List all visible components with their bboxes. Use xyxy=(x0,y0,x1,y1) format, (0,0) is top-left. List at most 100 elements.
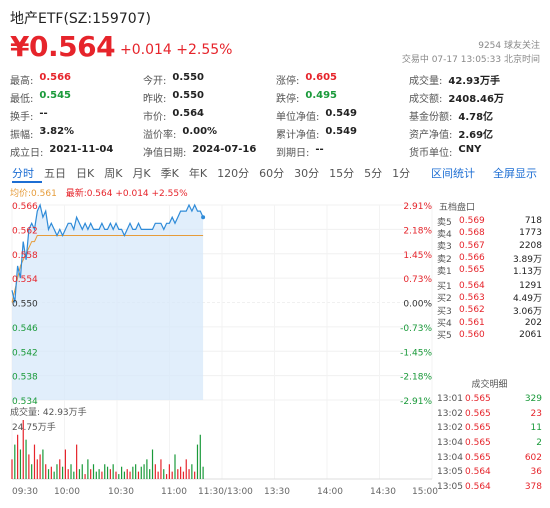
volume-bar xyxy=(171,471,173,479)
volume-bar xyxy=(39,454,41,479)
volume-bar xyxy=(126,469,128,479)
volume-bar xyxy=(185,459,187,479)
volume-bar xyxy=(59,459,61,479)
y-label-right: 0.73% xyxy=(403,275,432,285)
order-price: 0.562 xyxy=(459,305,485,316)
volume-bar xyxy=(160,459,162,479)
volume-bar xyxy=(31,464,33,479)
stat-label: 成交额: xyxy=(409,93,443,105)
follower-count[interactable]: 9254 球友关注 xyxy=(478,41,540,51)
y-label-left: 0.562 xyxy=(12,226,38,236)
time-tick: 10:30 xyxy=(108,487,134,497)
tab-11[interactable]: 5分 xyxy=(364,167,383,180)
y-label-right: 1.45% xyxy=(403,251,432,261)
volume-bar xyxy=(194,471,196,479)
order-book-row: 卖2 0.566 3.89万 xyxy=(437,252,542,265)
order-level-label: 卖2 xyxy=(437,254,452,265)
trade-details: 成交明细 13:01 0.565 329 13:02 0.565 23 13:02 0.565… xyxy=(437,377,542,494)
order-volume: 718 xyxy=(524,216,542,227)
order-price: 0.564 xyxy=(459,280,485,291)
tab-3[interactable]: 周K xyxy=(104,167,123,180)
chart-period-tabs: 分时 五日 日K 周K 月K 季K 年K 120分 60分 30分 15分 5分 1分 区间统计 全屏显示 xyxy=(0,163,550,183)
tab-2[interactable]: 日K xyxy=(76,167,95,180)
y-label-left: 0.554 xyxy=(12,275,38,285)
volume-bar xyxy=(177,469,179,479)
stat-cell: 跌停: 0.495 xyxy=(276,90,409,105)
order-book-title: 五档盘口 xyxy=(439,203,476,213)
volume-bar xyxy=(202,466,204,479)
volume-bar xyxy=(47,469,50,479)
tab-7[interactable]: 120分 xyxy=(217,167,250,180)
trade-row: 13:02 0.565 23 xyxy=(437,407,542,422)
volume-bar xyxy=(11,459,13,479)
tab-6[interactable]: 年K xyxy=(188,167,208,180)
stat-label: 货币单位: xyxy=(409,147,453,159)
stat-cell: 单位净值: 0.549 xyxy=(276,108,409,123)
order-book: 五档盘口 卖5 0.569 718 卖4 0.568 1773 卖3 0.567 2208 卖2 0… xyxy=(437,200,542,341)
fullscreen-link[interactable]: 全屏显示 xyxy=(493,167,537,180)
stat-value: 0.545 xyxy=(39,89,72,101)
active-tab-indicator xyxy=(12,181,42,183)
volume-bar xyxy=(33,444,36,479)
volume-bar xyxy=(118,474,120,479)
volume-bar xyxy=(188,469,190,479)
order-volume: 1773 xyxy=(519,228,542,239)
stat-label: 振幅: xyxy=(10,129,34,141)
tab-4[interactable]: 月K xyxy=(132,167,151,180)
trade-price: 0.565 xyxy=(465,423,491,434)
volume-bar xyxy=(182,471,185,479)
tab-8[interactable]: 60分 xyxy=(259,167,285,180)
stat-label: 跌停: xyxy=(276,93,300,105)
stat-label: 成立日: xyxy=(10,147,44,159)
order-level-label: 卖5 xyxy=(437,217,452,228)
trade-price: 0.565 xyxy=(465,438,491,449)
stat-cell: 最低: 0.545 xyxy=(10,90,143,105)
volume-bar xyxy=(109,469,111,479)
stat-value: 2021-11-04 xyxy=(49,143,114,155)
range-stats-link[interactable]: 区间统计 xyxy=(431,167,475,180)
stat-value: 4.78亿 xyxy=(458,111,494,123)
trade-price: 0.565 xyxy=(465,408,491,419)
tab-0[interactable]: 分时 xyxy=(12,167,34,180)
stat-cell: 累计净值: 0.549 xyxy=(276,126,409,141)
stats-row: 振幅: 3.82% 溢价率: 0.00% 累计净值: 0.549 资产净值: 2.69亿 xyxy=(10,124,540,142)
intraday-chart[interactable]: 0.566 2.91% 0.562 2.18% 0.558 1.45% 0.554 0.73%… xyxy=(0,195,435,487)
order-price: 0.568 xyxy=(459,228,485,239)
volume-bar xyxy=(132,466,134,479)
security-title: 地产ETF(SZ:159707) xyxy=(10,11,152,27)
volume-bar xyxy=(28,454,30,479)
tab-12[interactable]: 1分 xyxy=(392,167,411,180)
order-book-row: 买4 0.561 202 xyxy=(437,316,542,330)
stat-label: 资产净值: xyxy=(409,129,453,141)
volume-bar xyxy=(50,466,52,479)
tab-10[interactable]: 15分 xyxy=(329,167,355,180)
order-book-row: 买5 0.560 2061 xyxy=(437,329,542,342)
stat-value: -- xyxy=(315,143,324,155)
order-price: 0.565 xyxy=(459,265,485,276)
stat-label: 市价: xyxy=(143,111,167,123)
volume-bar xyxy=(143,464,145,479)
tab-9[interactable]: 30分 xyxy=(294,167,320,180)
stat-cell: 成立日: 2021-11-04 xyxy=(10,144,143,159)
stat-cell: 昨收: 0.550 xyxy=(143,90,276,105)
stat-cell: 到期日: -- xyxy=(276,144,409,159)
latest-price-legend: 最新:0.564 +0.014 +2.55% xyxy=(65,189,188,199)
volume-bar xyxy=(22,420,24,479)
tab-1[interactable]: 五日 xyxy=(44,167,66,180)
order-book-row: 买3 0.562 3.06万 xyxy=(437,304,542,317)
stat-label: 单位净值: xyxy=(276,111,320,123)
volume-bar xyxy=(90,469,92,479)
stat-label: 净值日期: xyxy=(143,147,187,159)
stat-label: 今开: xyxy=(143,75,167,87)
trade-price: 0.565 xyxy=(465,394,491,405)
stat-value: 2.69亿 xyxy=(458,129,494,141)
order-price: 0.566 xyxy=(459,253,485,264)
volume-bar xyxy=(56,464,58,479)
stat-cell: 成交量: 42.93万手 xyxy=(409,72,540,87)
y-label-left: 0.534 xyxy=(12,397,38,407)
order-volume: 202 xyxy=(524,317,542,328)
order-price: 0.561 xyxy=(459,317,485,328)
stat-value: 0.566 xyxy=(39,71,72,83)
order-book-row: 买2 0.563 4.49万 xyxy=(437,292,542,305)
tab-5[interactable]: 季K xyxy=(160,167,179,180)
